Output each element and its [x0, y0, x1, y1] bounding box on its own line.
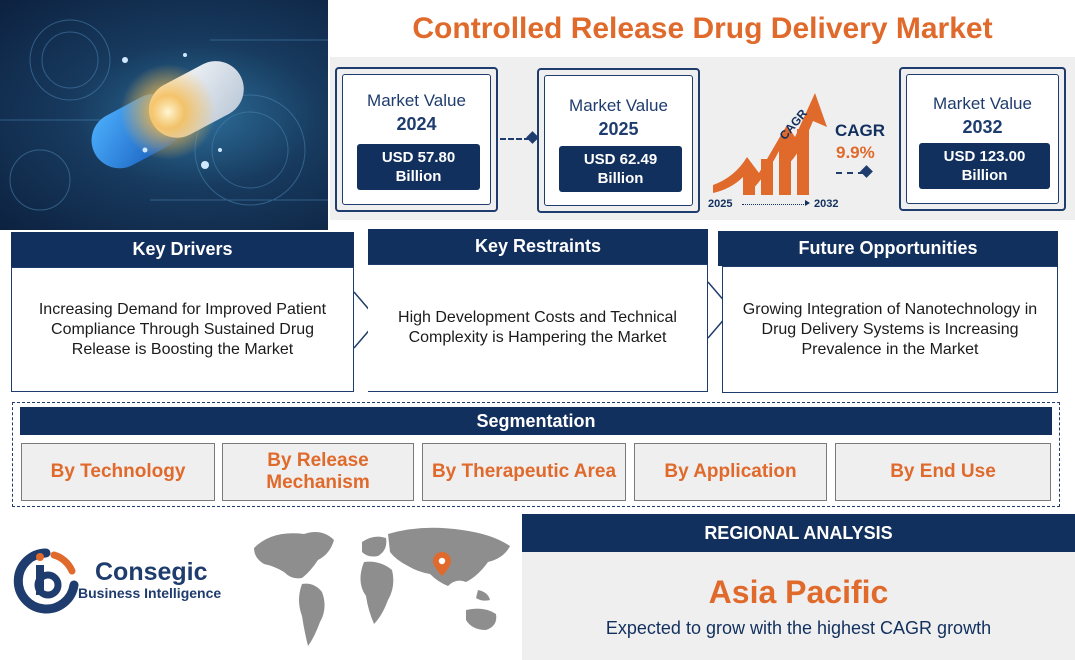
- segmentation-header: Segmentation: [20, 407, 1052, 435]
- market-value-unit: Billion: [961, 167, 1008, 184]
- capsule-illustration: [0, 19, 328, 211]
- future-opportunities-text: Growing Integration of Nanotechnology in…: [722, 266, 1058, 393]
- region-name: Asia Pacific: [708, 574, 889, 610]
- regional-analysis-header: REGIONAL ANALYSIS: [522, 514, 1075, 552]
- cagr-end-year: 2032: [814, 198, 839, 210]
- cagr-year-arrowhead: [805, 200, 810, 206]
- cagr-growth-arrow-icon: CAGR: [713, 93, 827, 195]
- market-value-unit: Billion: [395, 168, 442, 185]
- logo-subtitle: Business Intelligence: [78, 585, 222, 601]
- market-value-card-2024: Market Value 2024 USD 57.80 Billion: [335, 67, 498, 212]
- key-restraints-header: Key Restraints: [368, 229, 708, 264]
- key-drivers-header: Key Drivers: [11, 232, 354, 267]
- market-value-label: Market Value: [367, 91, 466, 110]
- segmentation-frame: [12, 402, 1060, 507]
- market-value-card-2032: Market Value 2032 USD 123.00 Billion: [899, 67, 1066, 211]
- page-title: Controlled Release Drug Delivery Market: [412, 12, 993, 45]
- market-value-number: USD 123.00: [943, 148, 1026, 165]
- market-value-year: 2025: [598, 119, 639, 139]
- hero-capsule-image: [0, 0, 328, 230]
- cagr-label: CAGR: [835, 121, 886, 140]
- market-value-amount: USD 57.80 Billion: [357, 144, 480, 190]
- logo-name: Consegic: [95, 558, 208, 586]
- regional-analysis-panel: [522, 552, 1075, 660]
- consegic-logo-icon: [13, 548, 79, 614]
- cagr-year-line: [742, 204, 804, 205]
- connector-dash: [500, 138, 530, 140]
- segment-by-technology: By Technology: [21, 443, 215, 501]
- future-opportunities-header: Future Opportunities: [718, 231, 1058, 266]
- key-drivers-text: Increasing Demand for Improved Patient C…: [11, 267, 354, 392]
- segment-by-release-mechanism: By Release Mechanism: [222, 443, 414, 501]
- cagr-start-year: 2025: [708, 198, 733, 210]
- segment-by-end-use: By End Use: [835, 443, 1051, 501]
- world-map-icon: [254, 527, 510, 646]
- market-value-year: 2032: [962, 117, 1003, 137]
- segment-by-therapeutic-area: By Therapeutic Area: [422, 443, 626, 501]
- cagr-value: 9.9%: [836, 143, 875, 162]
- market-value-number: USD 62.49: [583, 151, 658, 168]
- market-value-card-2025: Market Value 2025 USD 62.49 Billion: [537, 68, 700, 213]
- market-value-amount: USD 123.00 Billion: [919, 143, 1050, 189]
- region-note: Expected to grow with the highest CAGR g…: [605, 618, 992, 638]
- segment-by-application: By Application: [634, 443, 827, 501]
- connector-dash: [836, 172, 864, 174]
- key-restraints-text: High Development Costs and Technical Com…: [368, 264, 708, 392]
- market-value-label: Market Value: [569, 96, 668, 115]
- market-value-number: USD 57.80: [381, 149, 456, 166]
- market-value-label: Market Value: [933, 94, 1032, 113]
- market-value-unit: Billion: [597, 170, 644, 187]
- market-value-amount: USD 62.49 Billion: [559, 146, 682, 192]
- market-value-year: 2024: [396, 114, 437, 134]
